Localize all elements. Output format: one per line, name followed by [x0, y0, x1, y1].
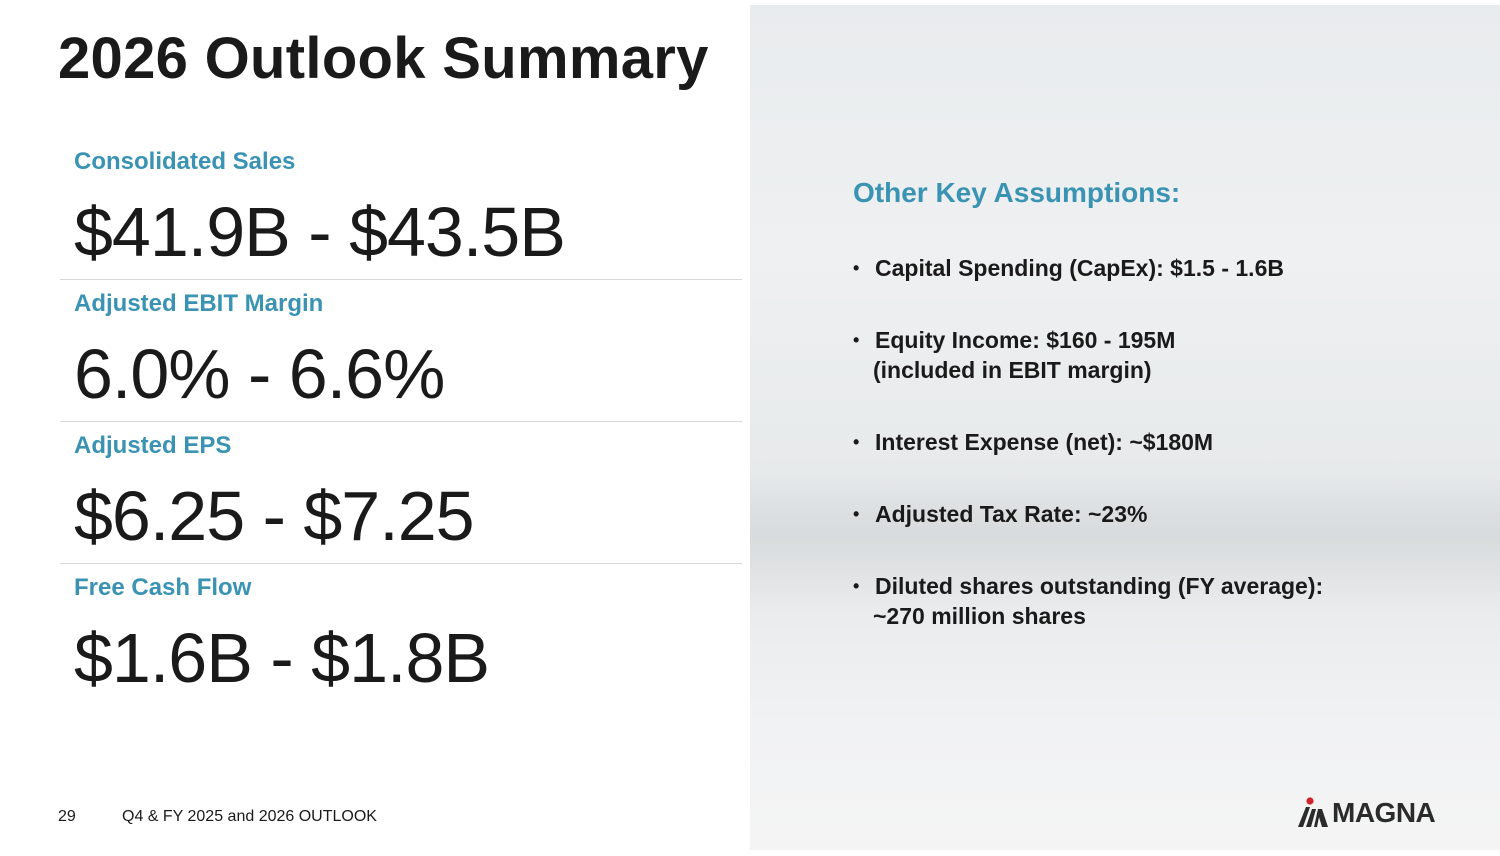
magna-mark-icon [1298, 797, 1328, 827]
assumption-text: Capital Spending (CapEx): $1.5 - 1.6B [875, 255, 1284, 281]
assumptions-panel: Other Key Assumptions: • Capital Spendin… [750, 5, 1500, 850]
list-item: • Capital Spending (CapEx): $1.5 - 1.6B [853, 253, 1473, 283]
metrics-panel: Consolidated Sales $41.9B - $43.5B Adjus… [60, 138, 742, 706]
page-title: 2026 Outlook Summary [58, 26, 709, 91]
assumption-subtext: ~270 million shares [873, 603, 1086, 629]
bullet-icon: • [853, 504, 860, 524]
metric-value: $41.9B - $43.5B [74, 193, 566, 271]
logo-text: MAGNA [1332, 797, 1436, 828]
assumption-text: Interest Expense (net): ~$180M [875, 429, 1214, 455]
list-item: • Diluted shares outstanding (FY average… [853, 571, 1473, 631]
list-item: • Adjusted Tax Rate: ~23% [853, 499, 1473, 529]
page-number: 29 [58, 808, 76, 825]
metric-adjusted-eps: Adjusted EPS $6.25 - $7.25 [60, 422, 742, 564]
metric-label: Adjusted EPS [74, 432, 232, 459]
background-haze [750, 475, 1500, 615]
assumptions-heading: Other Key Assumptions: [853, 177, 1181, 208]
magna-logo: MAGNA [1298, 795, 1448, 829]
metric-label: Adjusted EBIT Margin [74, 290, 324, 317]
assumption-text: Equity Income: $160 - 195M [875, 327, 1176, 353]
metric-label: Free Cash Flow [74, 574, 252, 601]
list-item: • Equity Income: $160 - 195M (included i… [853, 325, 1473, 385]
assumptions-list: • Capital Spending (CapEx): $1.5 - 1.6B … [853, 253, 1473, 673]
assumption-text: Adjusted Tax Rate: ~23% [875, 501, 1148, 527]
bullet-icon: • [853, 576, 860, 596]
bullet-icon: • [853, 330, 860, 350]
list-item: • Interest Expense (net): ~$180M [853, 427, 1473, 457]
bullet-icon: • [853, 258, 860, 278]
metric-adjusted-ebit-margin: Adjusted EBIT Margin 6.0% - 6.6% [60, 280, 742, 422]
assumption-text: Diluted shares outstanding (FY average): [875, 573, 1324, 599]
bullet-icon: • [853, 432, 860, 452]
metric-value: $6.25 - $7.25 [74, 477, 475, 555]
metric-value: 6.0% - 6.6% [74, 335, 445, 413]
metric-consolidated-sales: Consolidated Sales $41.9B - $43.5B [60, 138, 742, 280]
assumption-subtext: (included in EBIT margin) [873, 357, 1152, 383]
metric-free-cash-flow: Free Cash Flow $1.6B - $1.8B [60, 564, 742, 706]
metric-value: $1.6B - $1.8B [74, 619, 490, 697]
footer-text: Q4 & FY 2025 and 2026 OUTLOOK [122, 808, 377, 825]
metric-label: Consolidated Sales [74, 148, 296, 175]
